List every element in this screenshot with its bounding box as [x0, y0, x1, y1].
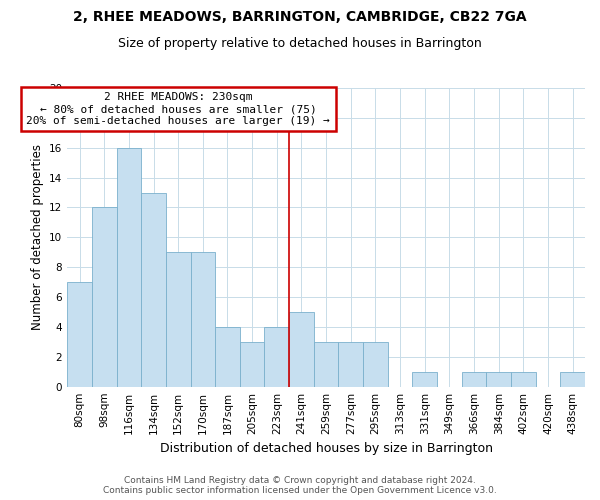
Bar	[116, 148, 141, 386]
Bar	[141, 192, 166, 386]
Bar	[560, 372, 585, 386]
Bar	[191, 252, 215, 386]
Bar	[314, 342, 338, 386]
Bar	[92, 208, 116, 386]
Bar	[166, 252, 191, 386]
Y-axis label: Number of detached properties: Number of detached properties	[31, 144, 44, 330]
Bar	[338, 342, 363, 386]
X-axis label: Distribution of detached houses by size in Barrington: Distribution of detached houses by size …	[160, 442, 493, 455]
Bar	[265, 327, 289, 386]
Text: Size of property relative to detached houses in Barrington: Size of property relative to detached ho…	[118, 38, 482, 51]
Bar	[289, 312, 314, 386]
Text: 2 RHEE MEADOWS: 230sqm
← 80% of detached houses are smaller (75)
20% of semi-det: 2 RHEE MEADOWS: 230sqm ← 80% of detached…	[26, 92, 330, 126]
Text: Contains HM Land Registry data © Crown copyright and database right 2024.
Contai: Contains HM Land Registry data © Crown c…	[103, 476, 497, 495]
Bar	[215, 327, 240, 386]
Text: 2, RHEE MEADOWS, BARRINGTON, CAMBRIDGE, CB22 7GA: 2, RHEE MEADOWS, BARRINGTON, CAMBRIDGE, …	[73, 10, 527, 24]
Bar	[412, 372, 437, 386]
Bar	[487, 372, 511, 386]
Bar	[67, 282, 92, 387]
Bar	[240, 342, 265, 386]
Bar	[462, 372, 487, 386]
Bar	[511, 372, 536, 386]
Bar	[363, 342, 388, 386]
